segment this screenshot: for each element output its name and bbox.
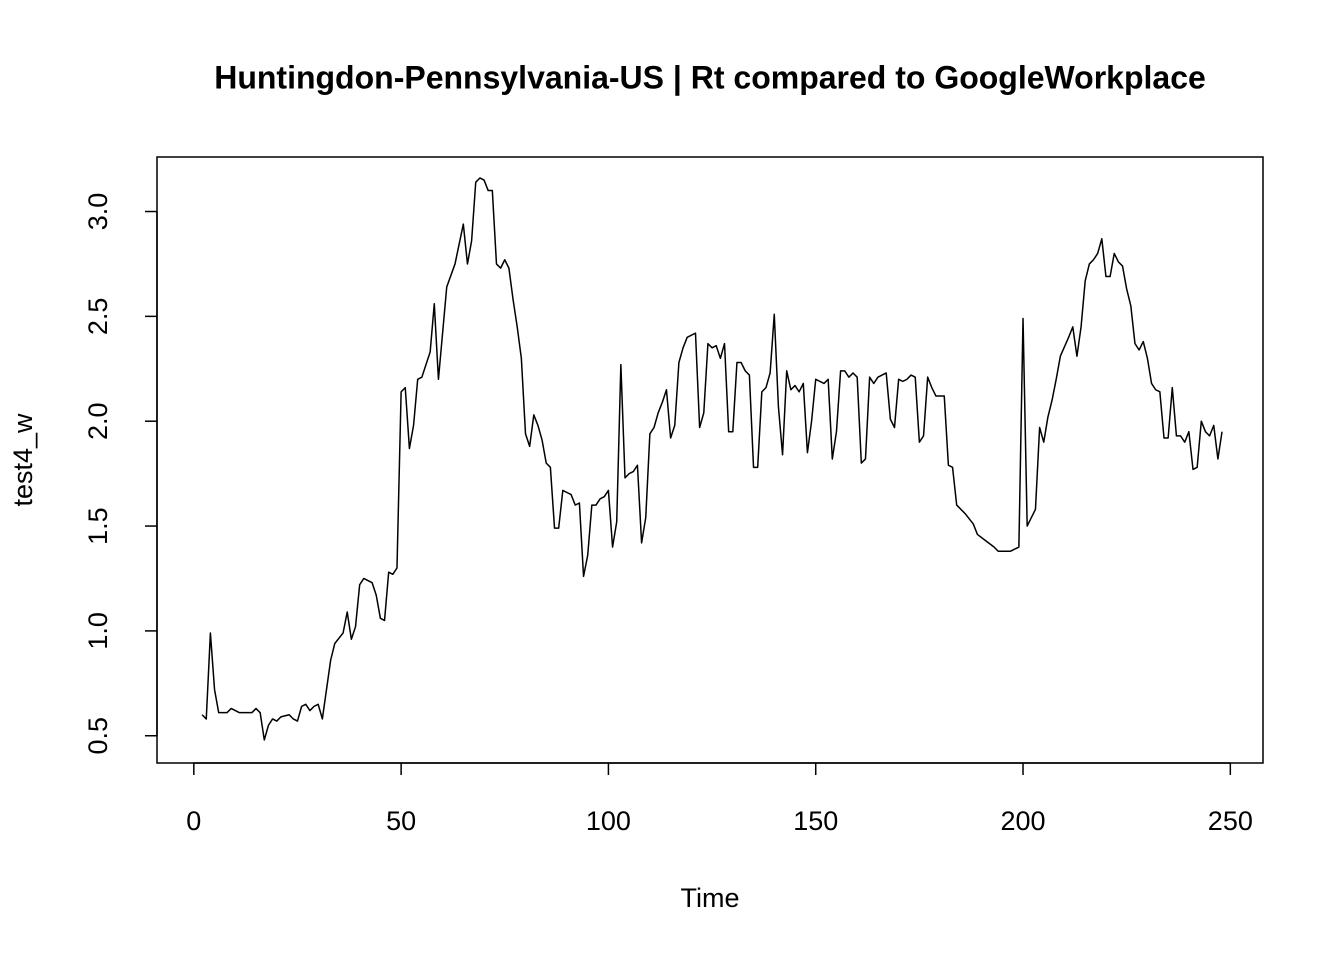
data-line	[201, 177, 1223, 741]
plot-frame	[156, 156, 1264, 764]
x-tick-label: 150	[793, 806, 838, 836]
x-tick-label: 0	[186, 806, 201, 836]
y-axis-label: test4_w	[8, 413, 38, 507]
y-tick-label: 0.5	[83, 717, 113, 755]
x-tick-label: 250	[1208, 806, 1253, 836]
y-tick-label: 2.0	[83, 402, 113, 440]
y-tick-label: 3.0	[83, 193, 113, 231]
y-tick-label: 1.5	[83, 507, 113, 545]
x-axis-label: Time	[681, 883, 740, 913]
x-tick-label: 100	[586, 806, 631, 836]
y-tick-label: 1.0	[83, 612, 113, 650]
chart-title: Huntingdon-Pennsylvania-US | Rt compared…	[214, 59, 1206, 95]
x-tick-label: 200	[1000, 806, 1045, 836]
x-tick-label: 50	[386, 806, 416, 836]
y-tick-label: 2.5	[83, 298, 113, 336]
